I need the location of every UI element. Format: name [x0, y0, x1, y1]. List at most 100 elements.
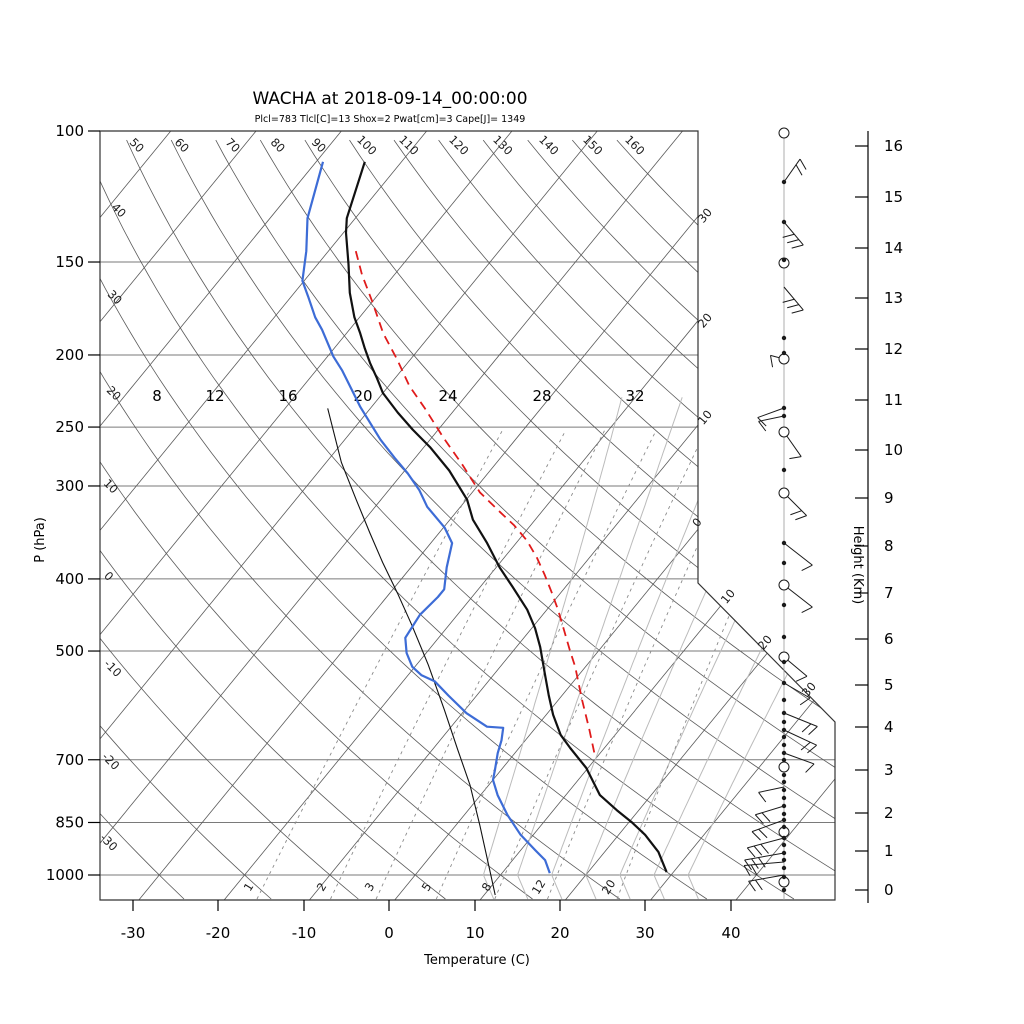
wind-level-dot — [781, 727, 787, 733]
wind-barb-tick — [743, 865, 751, 877]
moist-adiabat-line — [619, 397, 835, 900]
mixing-ratio-line — [494, 430, 707, 900]
wind-barb-staff — [783, 158, 801, 183]
grid-layer — [0, 125, 835, 905]
temperature-line — [344, 161, 668, 873]
dry-adiabat-line — [349, 139, 835, 900]
wind-level-dot — [781, 824, 787, 830]
isotherm-line — [219, 131, 835, 900]
x-tick-label: 20 — [550, 924, 569, 942]
pressure-tick-label: 500 — [55, 642, 84, 660]
wind-barb-tick — [801, 564, 813, 572]
wind-barb-tick — [751, 831, 761, 841]
height-tick-label: 6 — [884, 630, 894, 648]
isotherm-line — [475, 131, 835, 900]
grid-line-label: 10 — [718, 586, 738, 606]
wind-barb-tick — [751, 858, 759, 869]
dry-adiabat-line — [100, 140, 272, 900]
wind-barb-tick — [757, 417, 767, 427]
wind-barb-tick — [805, 763, 815, 773]
wind-level-dot — [781, 887, 787, 893]
height-tick-label: 3 — [884, 761, 894, 779]
wind-level-dot — [781, 335, 787, 341]
wind-level-circle — [778, 761, 790, 773]
dry-adiabat-line — [100, 139, 446, 900]
wind-barb-staff — [783, 542, 813, 566]
height-axis-label: Height (Km) — [850, 526, 865, 604]
wind-level-dot — [781, 835, 787, 841]
wind-level-dot — [781, 865, 787, 871]
isotherm-line — [100, 131, 176, 900]
dry-adiabat-line — [100, 139, 533, 900]
wind-barb-tick — [758, 792, 767, 803]
wind-barb-staff — [783, 286, 804, 311]
wind-level-dot — [781, 697, 787, 703]
wind-barb-tick — [789, 456, 802, 460]
wind-barb-staff — [758, 415, 785, 422]
x-tick-label: -30 — [121, 924, 146, 942]
wind-barb-tick — [761, 812, 771, 822]
pressure-tick-label: 700 — [55, 751, 84, 769]
isotherm-line — [0, 125, 90, 905]
wind-level-circle — [778, 426, 790, 438]
wind-barb-tick — [799, 697, 811, 706]
axis-layer: -30 -20 -10 0 10 20 30 401001502002503004005007… — [46, 122, 903, 942]
isotherm-line — [100, 131, 262, 900]
height-tick-label: 8 — [884, 537, 894, 555]
wind-level-dot — [781, 742, 787, 748]
wind-barb-staff — [748, 874, 785, 882]
wind-barb-tick — [807, 744, 817, 754]
wind-barb-tick — [755, 879, 763, 891]
moist-adiabat-line — [551, 397, 741, 900]
moist-adiabat-label: 12 — [205, 387, 224, 405]
grid-line-label: 70 — [223, 135, 243, 155]
height-tick-label: 1 — [884, 842, 894, 860]
wind-barb-staff — [758, 786, 785, 793]
wind-level-dot — [781, 602, 787, 608]
grid-line-label: 80 — [268, 135, 288, 155]
mixing-ratio-line — [435, 430, 657, 900]
wind-level-dot — [781, 540, 787, 546]
moist-adiabat-label: 32 — [625, 387, 644, 405]
wind-barb-tick — [801, 723, 812, 733]
wind-level-dot — [781, 413, 787, 419]
grid-line-label: -20 — [99, 750, 122, 773]
grid-line-label: 12 — [529, 877, 549, 897]
moist-adiabat-label: 28 — [532, 387, 551, 405]
wind-level-dot — [781, 817, 787, 823]
parcel-path-line — [354, 250, 597, 759]
moist-adiabat-label: 20 — [353, 387, 372, 405]
wind-level-dot — [781, 634, 787, 640]
pressure-tick-label: 150 — [55, 253, 84, 271]
wind-barb-tick — [787, 239, 799, 244]
x-tick-label: -10 — [292, 924, 317, 942]
height-tick-label: 5 — [884, 676, 894, 694]
x-tick-label: -20 — [206, 924, 231, 942]
wind-barb-tick — [750, 864, 758, 876]
height-tick-label: 4 — [884, 718, 894, 736]
grid-line-label: 20 — [755, 632, 775, 652]
wind-barb-staff — [783, 729, 817, 746]
dewpoint-line — [301, 161, 551, 874]
wind-barb-tick — [801, 606, 813, 614]
wind-barb-tick — [791, 309, 804, 314]
pressure-axis-label: P (hPa) — [33, 517, 48, 563]
grid-line-label: 110 — [396, 132, 421, 157]
wind-barb-tick — [760, 843, 769, 854]
wind-barb-tick — [800, 741, 811, 751]
wind-level-dot — [781, 842, 787, 848]
wind-level-dot — [781, 750, 787, 756]
x-tick-label: 30 — [635, 924, 654, 942]
wind-level-dot — [781, 874, 787, 880]
wind-level-dot — [781, 467, 787, 473]
wind-barb-tick — [769, 355, 774, 368]
isotherm-line — [100, 131, 518, 900]
wind-barb-staff — [783, 752, 815, 765]
isotherm-line — [100, 131, 432, 900]
wind-level-dot — [781, 659, 787, 665]
wind-barb-tick — [787, 304, 799, 309]
wind-level-dot — [781, 350, 787, 356]
grid-line-label: 50 — [127, 135, 147, 155]
grid-line-label: -10 — [101, 657, 124, 680]
